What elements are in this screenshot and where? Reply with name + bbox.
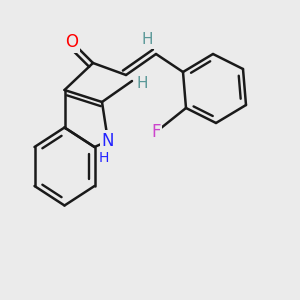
Text: N: N [102,132,114,150]
Text: H: H [98,152,109,165]
Text: H: H [141,32,153,47]
Text: H: H [98,152,109,165]
Text: H: H [137,76,148,92]
Text: O: O [65,33,79,51]
Text: F: F [151,123,161,141]
Text: F: F [151,123,161,141]
Text: N: N [102,132,114,150]
Text: H: H [137,76,148,92]
Text: O: O [65,33,79,51]
Text: H: H [141,32,153,47]
